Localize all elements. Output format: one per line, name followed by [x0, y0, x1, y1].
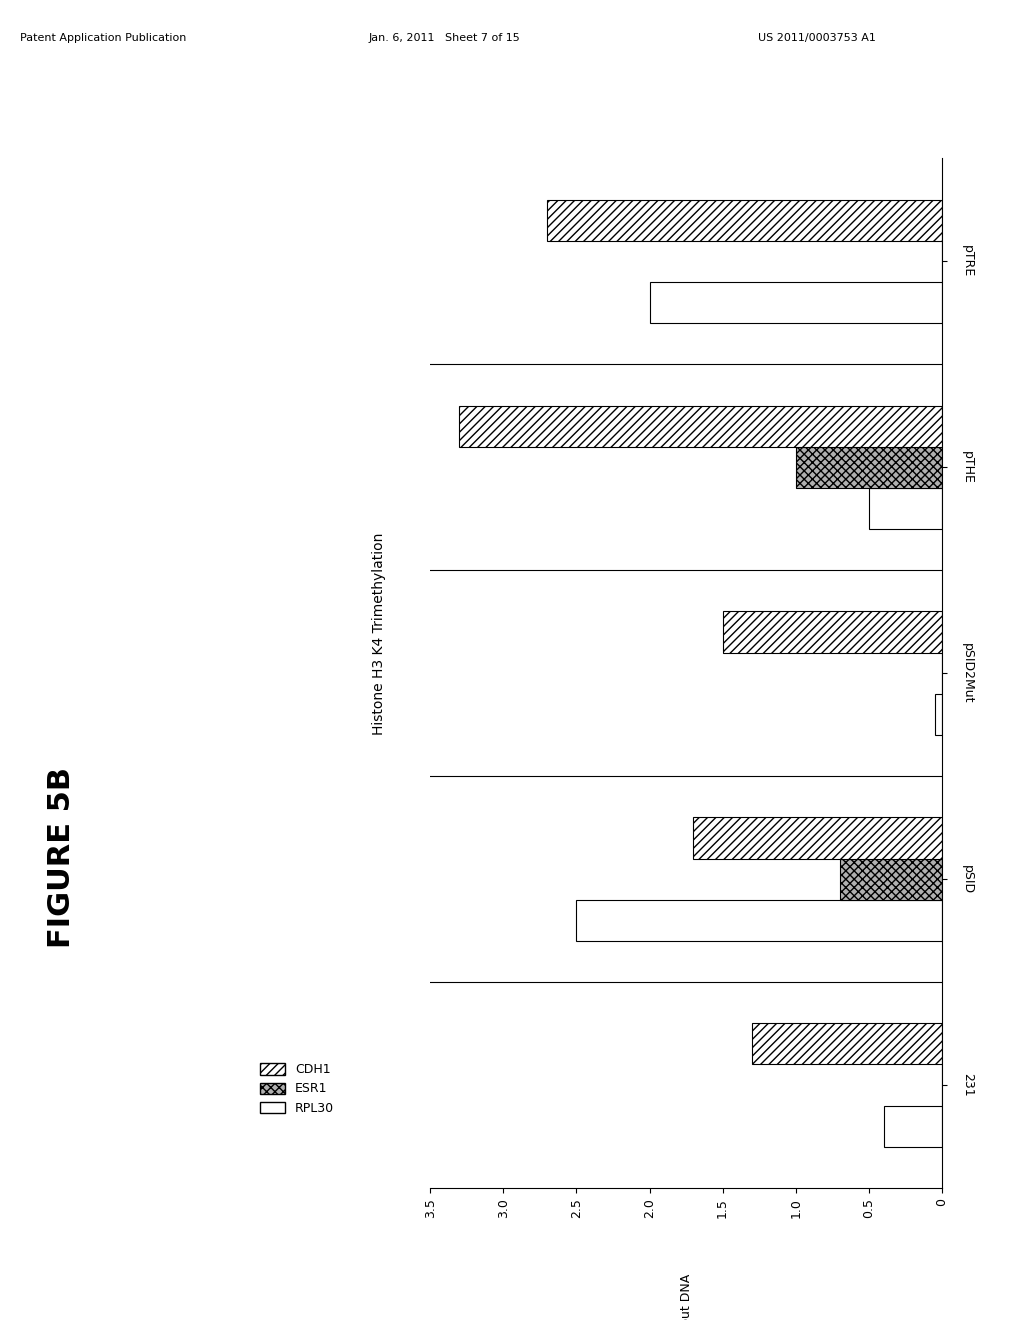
Bar	[723, 611, 942, 652]
Bar	[577, 900, 942, 941]
Text: FIGURE 5B: FIGURE 5B	[47, 767, 76, 949]
Bar	[869, 488, 942, 529]
Legend: CDH1, ESR1, RPL30: CDH1, ESR1, RPL30	[255, 1059, 339, 1119]
Bar	[460, 405, 942, 446]
Bar	[840, 858, 942, 900]
Text: Histone H3 K4 Trimethylation: Histone H3 K4 Trimethylation	[372, 532, 386, 735]
Text: US 2011/0003753 A1: US 2011/0003753 A1	[758, 33, 876, 44]
Bar	[935, 694, 942, 735]
Text: Patent Application Publication: Patent Application Publication	[20, 33, 186, 44]
Bar	[884, 1106, 942, 1147]
Bar	[796, 446, 942, 488]
Bar	[752, 1023, 942, 1064]
X-axis label: Percentage of input DNA: Percentage of input DNA	[680, 1274, 692, 1320]
Text: Jan. 6, 2011   Sheet 7 of 15: Jan. 6, 2011 Sheet 7 of 15	[369, 33, 520, 44]
Bar	[649, 282, 942, 323]
Bar	[547, 199, 942, 240]
Bar	[693, 817, 942, 858]
